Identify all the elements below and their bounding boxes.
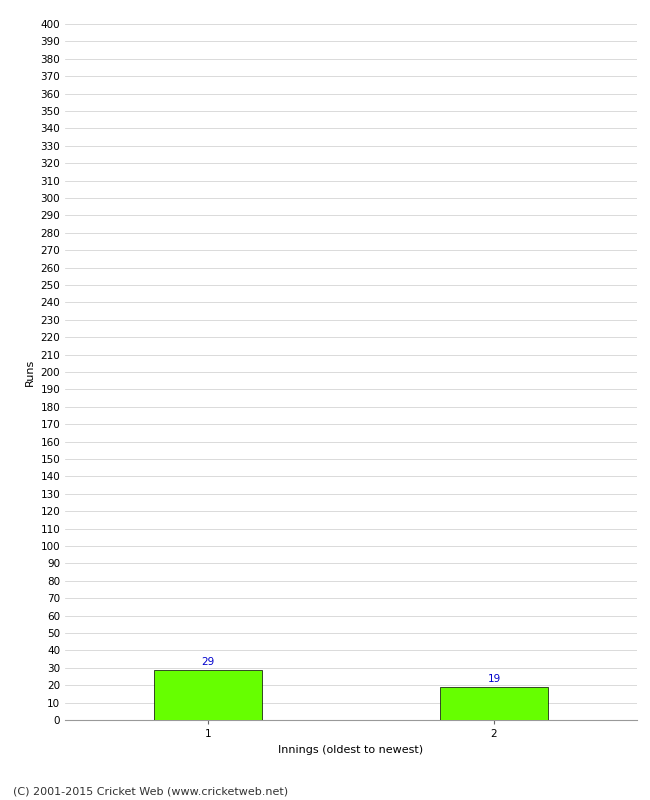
Bar: [439, 687, 549, 720]
X-axis label: Innings (oldest to newest): Innings (oldest to newest): [278, 745, 424, 754]
Text: (C) 2001-2015 Cricket Web (www.cricketweb.net): (C) 2001-2015 Cricket Web (www.cricketwe…: [13, 786, 288, 796]
Y-axis label: Runs: Runs: [25, 358, 35, 386]
Text: 29: 29: [202, 657, 214, 667]
Bar: [153, 670, 263, 720]
Text: 19: 19: [488, 674, 500, 684]
